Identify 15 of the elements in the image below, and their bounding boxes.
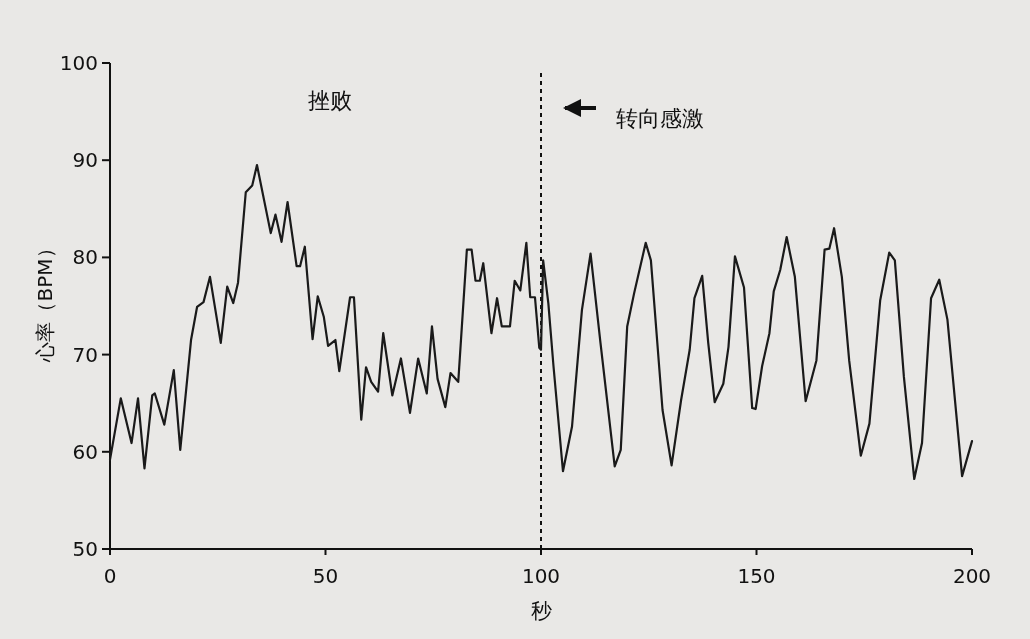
y-tick-label: 100 [59, 51, 98, 75]
y-tick-label: 90 [72, 148, 98, 173]
x-tick-label: 150 [737, 564, 776, 588]
annotation: 挫败 [308, 88, 352, 113]
x-tick-label: 0 [103, 564, 117, 588]
x-tick-label: 50 [312, 564, 339, 588]
y-tick-label: 70 [72, 342, 98, 367]
y-axis-title: 心率（BPM） [33, 238, 57, 363]
x-axis-title: 秒 [530, 599, 552, 623]
y-tick-label: 60 [72, 439, 98, 464]
y-tick-label: 80 [72, 245, 98, 270]
ref-line-label: 转向感激 [616, 106, 704, 131]
x-tick-label: 100 [521, 564, 561, 588]
y-tick-label: 50 [72, 537, 98, 561]
x-tick-label: 200 [952, 564, 992, 588]
